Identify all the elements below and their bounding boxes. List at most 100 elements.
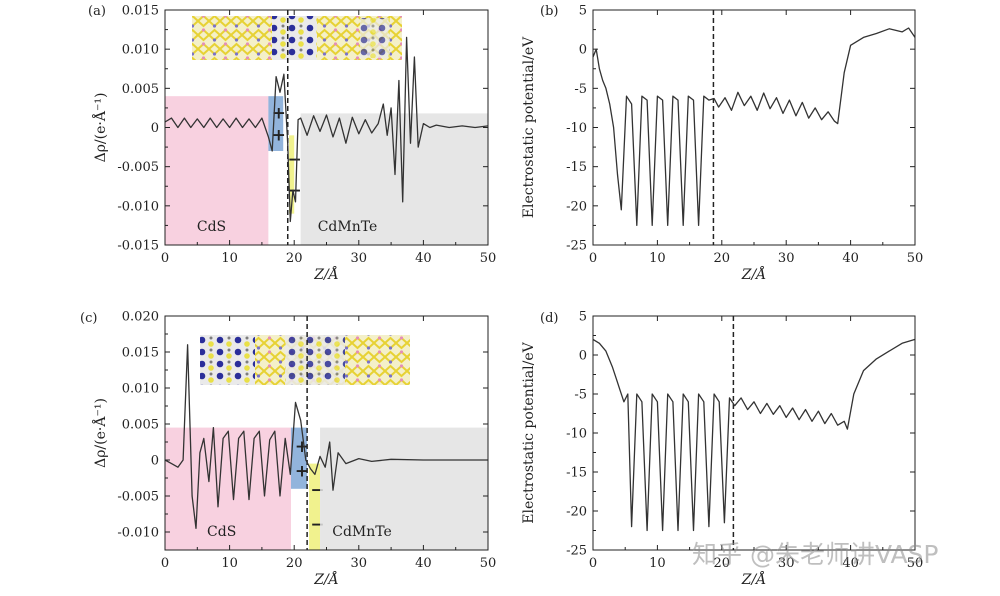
region-label: CdS — [207, 524, 236, 540]
data-series — [164, 10, 489, 245]
panel-label: (b) — [540, 4, 558, 19]
x-tick-label: 10 — [649, 251, 666, 266]
axis-ticks: 0 10 20 30 40 50 0.015 0.010 0.005 0 -0.005 -0.010 -… — [117, 4, 496, 267]
y-tick-label: 0 — [579, 349, 587, 364]
data-series — [164, 316, 488, 550]
panel-c: CdS++−− CdMnTe 0 10 20 30 40 500.0200.0150.010… — [80, 310, 496, 589]
x-axis-label: Z/Å — [741, 570, 767, 588]
data-line — [164, 36, 489, 223]
x-tick-label: 50 — [480, 251, 497, 266]
y-tick-label: -0.010 — [117, 526, 159, 541]
x-tick-label: 50 — [907, 251, 924, 266]
panel-label: (c) — [80, 311, 97, 326]
y-tick-label: -5 — [574, 82, 587, 97]
y-axis-label: Δρ/(e·Å⁻¹) — [91, 93, 109, 163]
y-tick-label: 0.015 — [122, 346, 159, 361]
structure-inset-charge — [200, 335, 255, 385]
y-tick-label: -25 — [566, 544, 587, 559]
y-tick-label: -0.005 — [117, 490, 159, 505]
y-tick-label: -15 — [566, 466, 587, 481]
y-tick-label: -20 — [566, 199, 587, 214]
x-axis-label: Z/Å — [741, 265, 767, 283]
region-charge-2 — [309, 463, 321, 550]
watermark: 知乎 @朱老师讲VASP — [692, 540, 939, 569]
plot-frame — [164, 9, 489, 246]
structure-inset-charge-2 — [360, 18, 390, 58]
y-tick-label: 5 — [579, 310, 587, 325]
y-axis-label: Electrostatic potential/eV — [521, 341, 537, 523]
x-tick-label: 30 — [778, 556, 795, 571]
region-cdmnte — [320, 427, 488, 550]
x-axis-label: Z/Å — [313, 265, 339, 283]
x-tick-label: 20 — [286, 251, 303, 266]
data-line — [592, 27, 916, 227]
x-tick-label: 40 — [842, 556, 859, 571]
x-tick-label: 20 — [714, 556, 731, 571]
structure-inset — [200, 335, 410, 385]
y-tick-label: -0.005 — [117, 160, 159, 175]
plus-sign: + — [295, 437, 309, 457]
y-tick-label: 0 — [151, 454, 159, 469]
x-tick-label: 50 — [907, 556, 924, 571]
minus-sign: − — [287, 150, 301, 170]
x-tick-label: 40 — [415, 556, 432, 571]
y-tick-label: 0.015 — [122, 4, 159, 19]
x-tick-label: 0 — [161, 556, 169, 571]
y-tick-label: -20 — [566, 505, 587, 520]
region-cds — [165, 427, 291, 550]
x-axis-label: Z/Å — [313, 570, 339, 588]
x-tick-label: 0 — [589, 556, 597, 571]
charge-regions: CdS++−−CdMnTe — [165, 96, 488, 246]
region-label: CdMnTe — [318, 219, 378, 235]
data-line — [592, 338, 916, 532]
y-tick-label: 0.020 — [122, 310, 159, 325]
y-tick-label: -0.010 — [117, 199, 159, 214]
data-series — [592, 316, 916, 550]
structure-inset — [192, 16, 402, 60]
y-tick-label: -25 — [566, 239, 587, 254]
region-label: CdMnTe — [332, 524, 392, 540]
y-tick-label: 0 — [151, 121, 159, 136]
y-tick-label: 0.005 — [122, 82, 159, 97]
x-tick-label: 10 — [221, 556, 238, 571]
plus-sign: + — [272, 126, 286, 146]
x-tick-label: 40 — [415, 251, 432, 266]
structure-inset-charge-2 — [285, 335, 345, 385]
x-tick-label: 10 — [649, 556, 666, 571]
region-charge-2 — [289, 135, 295, 214]
plot-frame — [164, 315, 489, 551]
region-charge-1 — [268, 96, 284, 151]
y-tick-label: 0.010 — [122, 43, 159, 58]
y-tick-label: -10 — [566, 427, 587, 442]
charge-regions: CdS++−−CdMnTe — [165, 427, 488, 550]
x-tick-label: 0 — [589, 251, 597, 266]
minus-sign: − — [287, 181, 301, 201]
x-tick-label: 50 — [480, 556, 497, 571]
plus-sign: + — [272, 104, 286, 124]
x-tick-label: 40 — [842, 251, 859, 266]
panel-a: CdS++−−CdMnTe 0 10 20 30 40 500.0150.0100.005… — [88, 4, 496, 284]
panel-label: (d) — [540, 311, 558, 326]
x-tick-label: 20 — [714, 251, 731, 266]
plot-frame — [592, 9, 916, 246]
x-tick-label: 30 — [351, 251, 368, 266]
y-tick-label: 5 — [579, 4, 587, 19]
plot-frame — [592, 315, 916, 551]
x-tick-label: 20 — [286, 556, 303, 571]
region-label: CdS — [197, 219, 226, 235]
data-line — [164, 344, 488, 530]
x-tick-label: 10 — [221, 251, 238, 266]
x-tick-label: 30 — [778, 251, 795, 266]
y-tick-label: -15 — [566, 160, 587, 175]
y-tick-label: -10 — [566, 121, 587, 136]
panel-label: (a) — [88, 4, 106, 19]
x-tick-label: 0 — [161, 251, 169, 266]
structure-inset-charge — [272, 16, 317, 60]
x-tick-label: 30 — [351, 556, 368, 571]
data-series — [592, 10, 916, 245]
